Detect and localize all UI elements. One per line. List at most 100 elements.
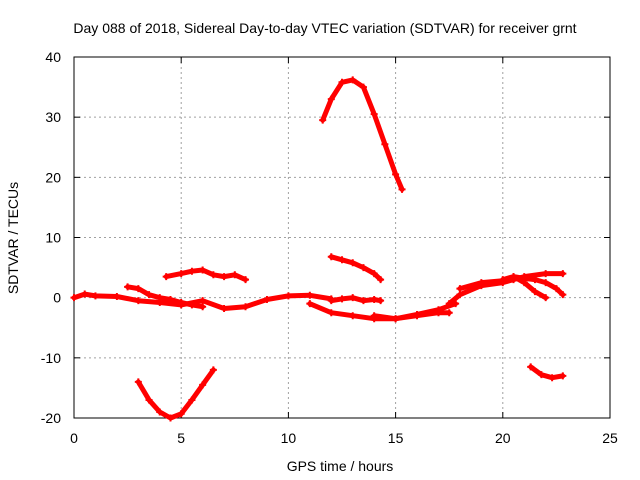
data-point	[531, 276, 539, 284]
data-point	[188, 267, 196, 275]
x-tick-label: 15	[388, 430, 404, 446]
data-point	[349, 294, 357, 302]
data-point	[338, 78, 346, 86]
data-point	[162, 273, 170, 281]
x-tick-label: 0	[70, 430, 78, 446]
data-point	[327, 253, 335, 261]
data-point	[499, 276, 507, 284]
data-point	[188, 301, 196, 309]
data-point	[156, 294, 164, 302]
data-point	[145, 291, 153, 299]
series-arc-low-bowl	[134, 366, 217, 422]
data-point	[559, 291, 567, 299]
axis-ticks: 0 5 10 15 20 25 -20 -10 0 10 20 30 40	[41, 49, 618, 446]
series-arc-late-low	[527, 363, 567, 382]
data-point	[349, 76, 357, 84]
data-point	[327, 95, 335, 103]
data-point	[445, 309, 453, 317]
data-point	[510, 273, 518, 281]
x-tick-label: 10	[281, 430, 297, 446]
data-point	[199, 266, 207, 274]
data-point	[537, 371, 545, 379]
y-tick-label: 40	[45, 49, 61, 65]
series-arc-mid-12-14	[327, 253, 385, 284]
y-tick-label: 0	[53, 290, 61, 306]
data-point	[113, 292, 121, 300]
data-point	[220, 304, 228, 312]
x-tick-label: 5	[177, 430, 185, 446]
series-arc-mid-14-17	[370, 309, 453, 323]
series-line	[528, 364, 566, 381]
data-point	[70, 294, 78, 302]
y-tick-label: 10	[45, 230, 61, 246]
series-arc-mid-20-23-d	[510, 273, 567, 299]
data-point	[242, 276, 250, 284]
data-point	[338, 295, 346, 303]
data-point	[542, 270, 550, 278]
data-point	[209, 366, 217, 374]
y-tick-label: -10	[41, 350, 61, 366]
data-point	[559, 372, 567, 380]
data-point	[306, 291, 314, 299]
data-point	[242, 303, 250, 311]
y-tick-label: 20	[45, 169, 61, 185]
x-tick-label: 20	[495, 430, 511, 446]
data-point	[370, 110, 378, 118]
y-axis-label: SDTVAR / TECUs	[5, 182, 21, 294]
x-axis-label: GPS time / hours	[287, 458, 394, 474]
data-point	[359, 297, 367, 305]
data-point	[552, 285, 560, 293]
data-point	[134, 297, 142, 305]
data-point	[359, 83, 367, 91]
data-point	[166, 414, 174, 422]
data-point	[559, 270, 567, 278]
data-point	[156, 408, 164, 416]
data-point	[338, 256, 346, 264]
data-point	[231, 271, 239, 279]
data-point	[349, 259, 357, 267]
data-point	[134, 378, 142, 386]
data-point	[199, 297, 207, 305]
data-series	[70, 76, 567, 422]
chart-title: Day 088 of 2018, Sidereal Day-to-day VTE…	[73, 20, 576, 36]
data-point	[377, 276, 385, 284]
data-point	[370, 312, 378, 320]
data-point	[306, 300, 314, 308]
data-point	[381, 140, 389, 148]
series-arc-high-peak	[319, 76, 406, 193]
data-point	[91, 292, 99, 300]
data-point	[188, 396, 196, 404]
series-arc-mid-2-6	[124, 283, 207, 311]
data-point	[327, 309, 335, 317]
y-tick-label: -20	[41, 410, 61, 426]
data-point	[81, 290, 89, 298]
data-point	[377, 297, 385, 305]
data-point	[349, 312, 357, 320]
data-point	[456, 291, 464, 299]
data-point	[209, 271, 217, 279]
data-point	[124, 283, 132, 291]
data-point	[319, 116, 327, 124]
data-point	[145, 396, 153, 404]
data-point	[520, 274, 528, 282]
data-point	[413, 312, 421, 320]
grid	[74, 57, 610, 418]
data-point	[370, 270, 378, 278]
x-tick-label: 25	[602, 430, 618, 446]
data-point	[370, 295, 378, 303]
data-point	[199, 303, 207, 311]
data-point	[327, 297, 335, 305]
data-point	[284, 292, 292, 300]
data-point	[166, 295, 174, 303]
data-point	[531, 288, 539, 296]
data-point	[542, 294, 550, 302]
data-point	[177, 298, 185, 306]
y-tick-label: 30	[45, 109, 61, 125]
data-point	[134, 285, 142, 293]
data-point	[177, 410, 185, 418]
data-point	[392, 315, 400, 323]
data-point	[177, 270, 185, 278]
data-point	[263, 295, 271, 303]
